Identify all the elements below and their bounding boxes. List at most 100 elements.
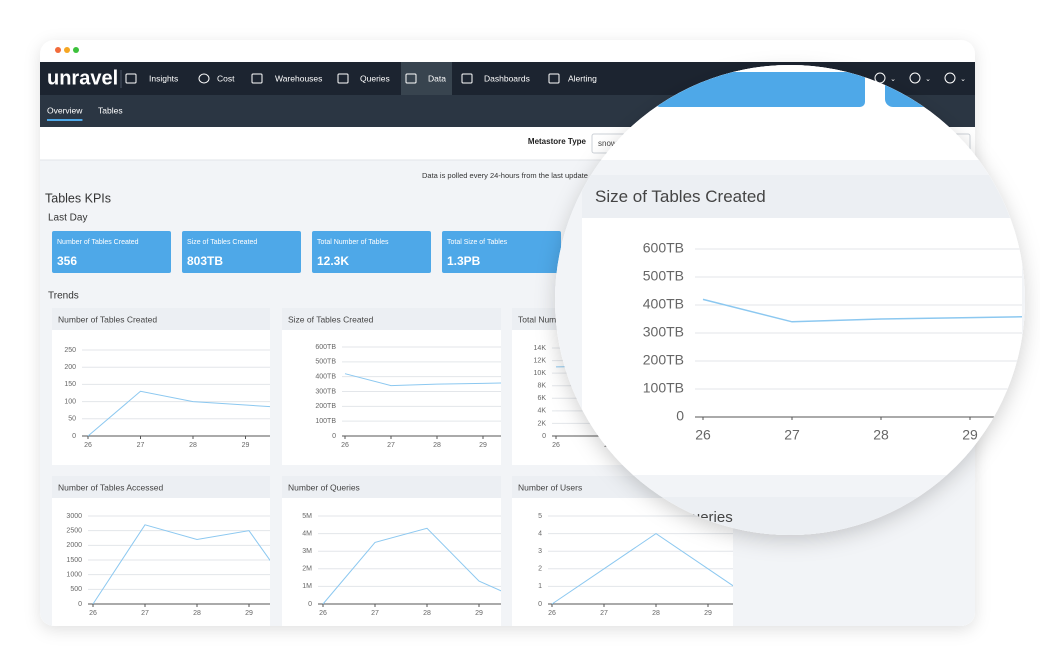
y-tick-label: 3 <box>538 548 542 555</box>
magnifier-content: Number of Queries Size of Tables Created… <box>555 65 1025 535</box>
kpi-label: Number of Tables Created <box>57 239 139 246</box>
y-tick-label: 2 <box>538 566 542 573</box>
y-tick-label: 14K <box>534 345 547 352</box>
panel <box>52 476 270 626</box>
y-tick-label: 3000 <box>66 513 82 520</box>
tab[interactable]: Overview <box>47 105 83 115</box>
y-tick-label: 3M <box>302 548 312 555</box>
y-tick-label: 100TB <box>315 418 336 425</box>
x-tick-label: 27 <box>141 610 149 617</box>
nav-tool-icon[interactable] <box>909 72 921 84</box>
y-tick-label: 100TB <box>643 380 684 396</box>
kpi-card <box>182 231 301 273</box>
nav-active <box>401 62 452 95</box>
data-line <box>322 527 501 605</box>
panel-header <box>282 308 501 330</box>
chart-panel: Size of Tables Created 0 100TB 200TB 300TB 40… <box>282 308 501 465</box>
y-tick-label: 2500 <box>66 528 82 535</box>
data-line <box>87 390 270 437</box>
y-tick-label: 200 <box>64 364 76 371</box>
nav-tool-icon[interactable] <box>944 72 956 84</box>
x-tick-label: 26 <box>341 442 349 449</box>
y-tick-label: 4M <box>302 530 312 537</box>
chart-title: Size of Tables Created <box>595 187 766 206</box>
y-tick-label: 1500 <box>66 557 82 564</box>
kpi-card <box>442 231 561 273</box>
y-tick-label: 0 <box>308 601 312 608</box>
nav-item[interactable]: Dashboards <box>484 73 530 83</box>
y-tick-label: 1000 <box>66 572 82 579</box>
chart-title: Size of Tables Created <box>288 314 374 324</box>
x-tick-label: 27 <box>600 610 608 617</box>
y-tick-label: 8K <box>537 383 546 390</box>
y-tick-label: 300TB <box>643 324 684 340</box>
period-label: Last Day <box>48 213 87 224</box>
y-tick-label: 1 <box>538 583 542 590</box>
y-tick-label: 1M <box>302 583 312 590</box>
nav-icon <box>548 73 560 84</box>
x-tick-label: 29 <box>475 610 483 617</box>
x-tick-label: 27 <box>784 427 800 443</box>
window-dot <box>64 47 70 53</box>
y-tick-label: 12K <box>534 357 547 364</box>
y-tick-label: 600TB <box>315 344 336 351</box>
chart-title: Number of Users <box>518 482 582 492</box>
chart-panel: Number of Queries 0 1M 2M 3M 4M 5M 26 27 28 29 <box>282 476 501 626</box>
kpi-label: Total Size of Tables <box>447 239 508 246</box>
x-tick-label: 29 <box>245 610 253 617</box>
chart-panel: Number of Tables Accessed 0 500 1000 1500 200… <box>52 476 270 626</box>
tab[interactable]: Tables <box>98 105 123 115</box>
panel-header <box>52 308 270 330</box>
section-title: Tables KPIs <box>45 191 111 205</box>
y-tick-label: 150 <box>64 381 76 388</box>
plot: 0 500 1000 1500 2000 2500 3000 26 27 28 29 <box>66 513 270 617</box>
kpi-value: 803TB <box>187 254 223 268</box>
nav-item[interactable]: Cost <box>217 73 235 83</box>
kpi-value: 1.3PB <box>447 254 481 268</box>
y-tick-label: 0 <box>676 408 684 424</box>
y-tick-label: 200TB <box>643 352 684 368</box>
x-tick-label: 26 <box>552 442 560 449</box>
filter-label: Metastore Type <box>528 137 587 146</box>
y-tick-label: 400TB <box>643 296 684 312</box>
panel-header <box>282 476 501 498</box>
y-tick-label: 50 <box>68 416 76 423</box>
plot: 0 50 100 150 200 250 26 27 28 29 <box>64 347 270 449</box>
plot: 0 100TB 200TB 300TB 400TB 500TB 600TB 26 27 28 29 <box>643 240 1022 443</box>
kpi-label: Total Number of Tables <box>317 239 389 246</box>
kpi-card <box>312 231 431 273</box>
y-tick-label: 2K <box>537 420 546 427</box>
y-tick-label: 250 <box>64 347 76 354</box>
y-tick-label: 6K <box>537 395 546 402</box>
x-tick-label: 26 <box>548 610 556 617</box>
x-tick-label: 28 <box>433 442 441 449</box>
y-tick-label: 4 <box>538 530 542 537</box>
nav-item[interactable]: Alerting <box>568 73 597 83</box>
y-tick-label: 4K <box>537 408 546 415</box>
y-tick-label: 600TB <box>643 240 684 256</box>
data-line <box>92 524 270 605</box>
nav-icon <box>405 73 417 84</box>
nav-item[interactable]: Data <box>428 73 446 83</box>
nav-item[interactable]: Insights <box>149 73 178 83</box>
nav-icon <box>125 73 137 84</box>
y-tick-label: 100 <box>64 398 76 405</box>
x-tick-label: 26 <box>89 610 97 617</box>
data-line <box>551 532 733 605</box>
window-dot <box>73 47 79 53</box>
nav-item[interactable]: Warehouses <box>275 73 322 83</box>
panel <box>582 175 1022 475</box>
x-tick-label: 27 <box>387 442 395 449</box>
nav-item[interactable]: Queries <box>360 73 390 83</box>
y-tick-label: 300TB <box>315 388 336 395</box>
y-tick-label: 500 <box>70 586 82 593</box>
window-dot <box>55 47 61 53</box>
lens-button <box>655 72 865 107</box>
data-line <box>344 373 501 387</box>
x-tick-label: 28 <box>189 442 197 449</box>
chart-panel: Number of Tables Created 0 50 100 150 200 250 2… <box>52 308 270 465</box>
logo[interactable]: unravel <box>47 67 118 89</box>
trends-title: Trends <box>48 291 79 302</box>
y-tick-label: 0 <box>538 601 542 608</box>
